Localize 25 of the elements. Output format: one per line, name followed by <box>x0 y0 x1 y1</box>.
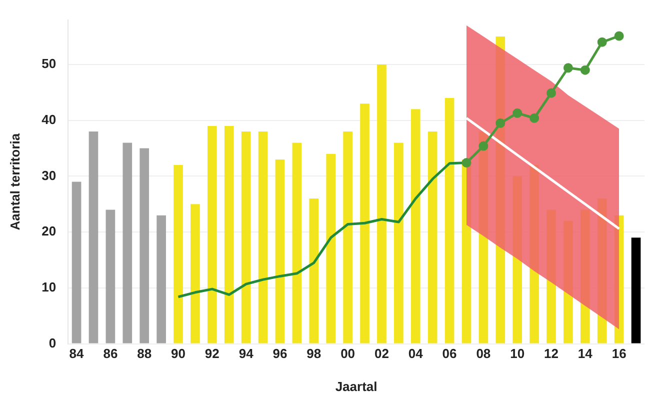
y-axis-title: Aantal territoria <box>7 132 22 230</box>
y-tick-label: 10 <box>42 280 56 295</box>
x-tick-label: 02 <box>374 346 389 362</box>
x-axis-title: Jaartal <box>335 378 378 394</box>
x-tick-label: 96 <box>272 346 288 362</box>
x-tick-label: 86 <box>103 346 118 362</box>
y-tick-label: 20 <box>42 224 56 239</box>
x-tick-label: 08 <box>476 346 491 362</box>
x-tick-label: 94 <box>238 346 254 362</box>
x-tick-label: 14 <box>578 346 594 362</box>
x-tick-label: 90 <box>171 346 186 362</box>
x-tick-label: 92 <box>204 346 220 362</box>
x-tick-label: 04 <box>408 346 424 362</box>
x-tick-label: 84 <box>69 346 85 362</box>
x-tick-label: 06 <box>442 346 457 362</box>
x-tick-label: 16 <box>612 346 626 362</box>
x-tick-label: 98 <box>306 346 322 362</box>
y-tick-label: 40 <box>42 112 56 127</box>
y-tick-label: 30 <box>42 168 56 183</box>
x-tick-label: 12 <box>544 346 558 362</box>
x-tick-label: 10 <box>510 346 525 362</box>
x-tick-label: 00 <box>340 346 356 362</box>
y-tick-label: 0 <box>48 335 56 350</box>
y-tick-label: 50 <box>42 56 56 72</box>
x-tick-label: 88 <box>137 346 152 362</box>
